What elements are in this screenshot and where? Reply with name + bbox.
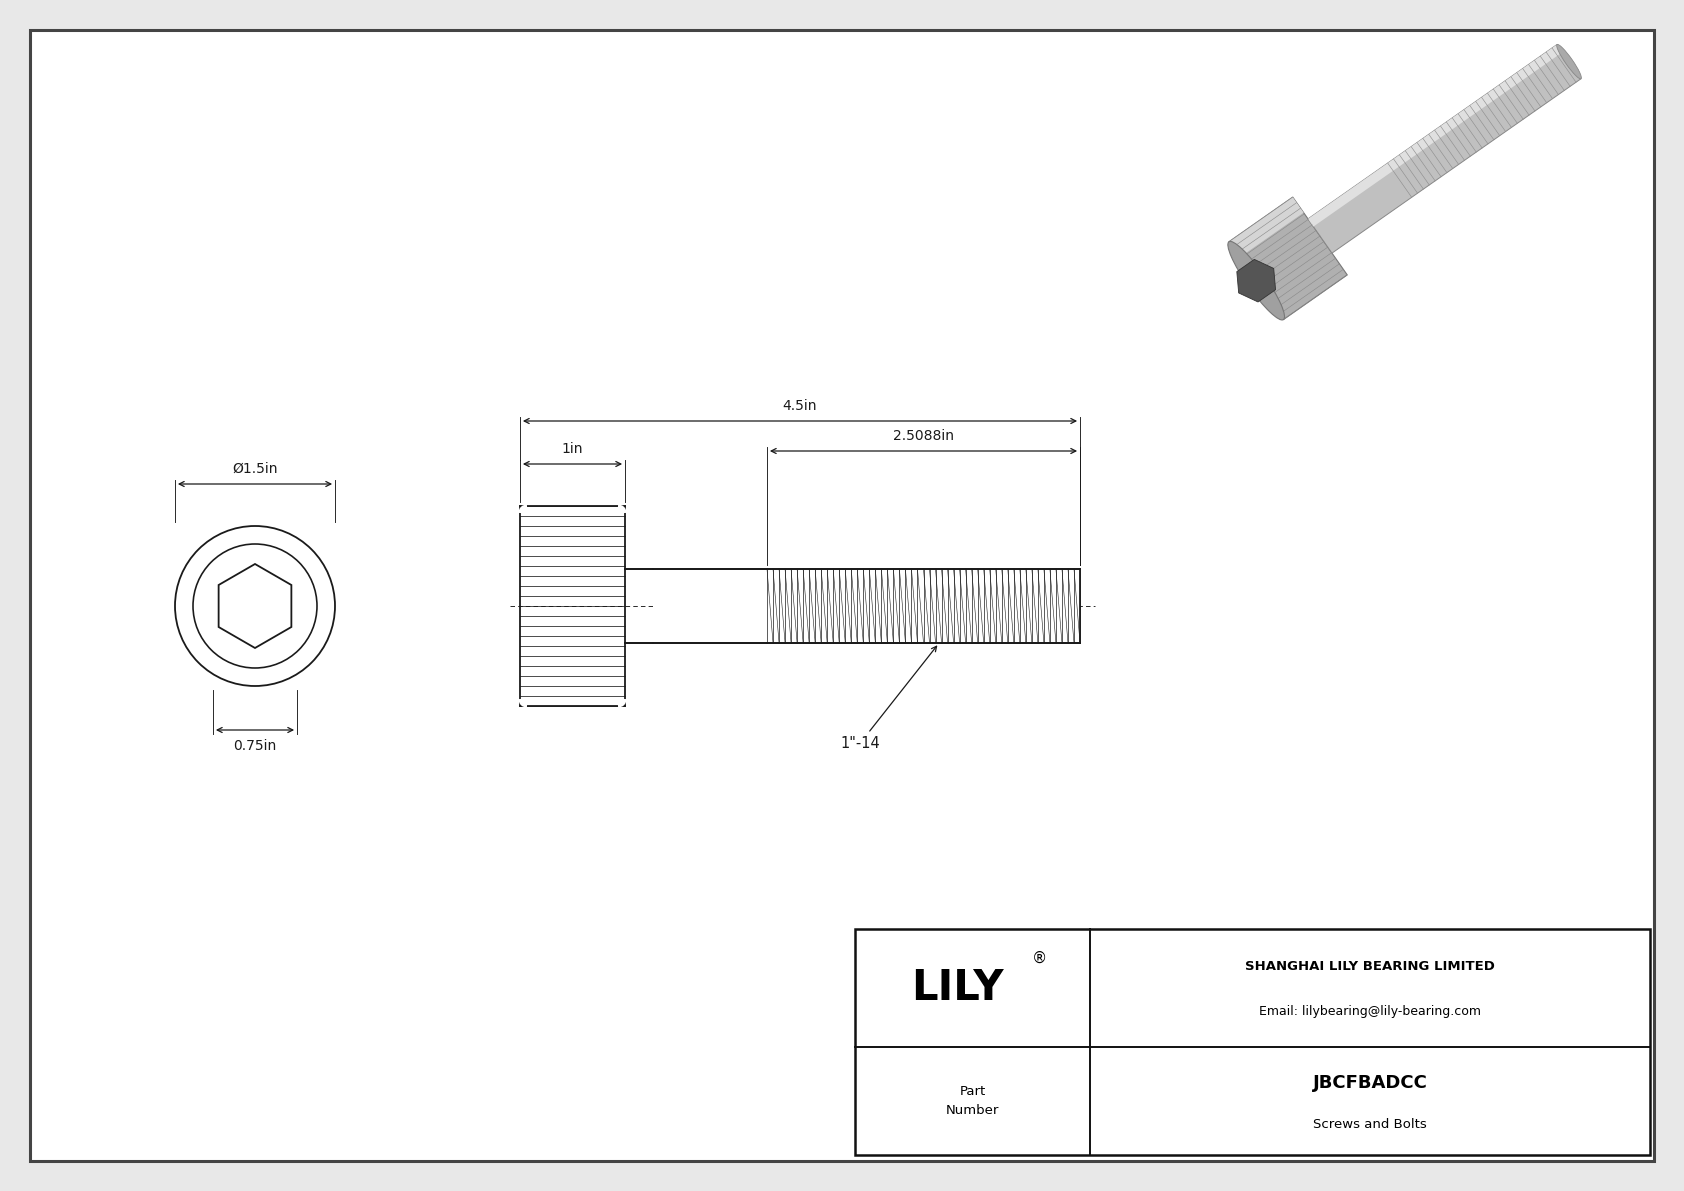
Bar	[653, 569, 766, 643]
Polygon shape	[1308, 44, 1581, 254]
Text: LILY: LILY	[911, 967, 1004, 1009]
Text: 0.75in: 0.75in	[234, 738, 276, 753]
Text: Email: lilybearing@lily-bearing.com: Email: lilybearing@lily-bearing.com	[1260, 1005, 1480, 1018]
Text: Screws and Bolts: Screws and Bolts	[1314, 1118, 1426, 1131]
Polygon shape	[1229, 197, 1347, 319]
Text: Part
Number: Part Number	[946, 1085, 999, 1117]
Bar	[766, 569, 1079, 643]
Polygon shape	[1308, 44, 1563, 226]
Ellipse shape	[1228, 242, 1285, 320]
Bar	[519, 504, 1083, 707]
Polygon shape	[1229, 197, 1303, 257]
Ellipse shape	[1556, 44, 1581, 79]
Text: 1"-14: 1"-14	[840, 647, 936, 752]
Text: 4.5in: 4.5in	[783, 399, 817, 413]
Text: 1in: 1in	[562, 442, 583, 456]
Text: SHANGHAI LILY BEARING LIMITED: SHANGHAI LILY BEARING LIMITED	[1244, 960, 1495, 973]
Text: JBCFBADCC: JBCFBADCC	[1312, 1073, 1428, 1092]
Polygon shape	[1236, 260, 1275, 303]
Bar	[855, 929, 1650, 1155]
Text: 2.5088in: 2.5088in	[893, 429, 955, 443]
Text: Ø1.5in: Ø1.5in	[232, 462, 278, 476]
Text: ®: ®	[1032, 950, 1047, 966]
